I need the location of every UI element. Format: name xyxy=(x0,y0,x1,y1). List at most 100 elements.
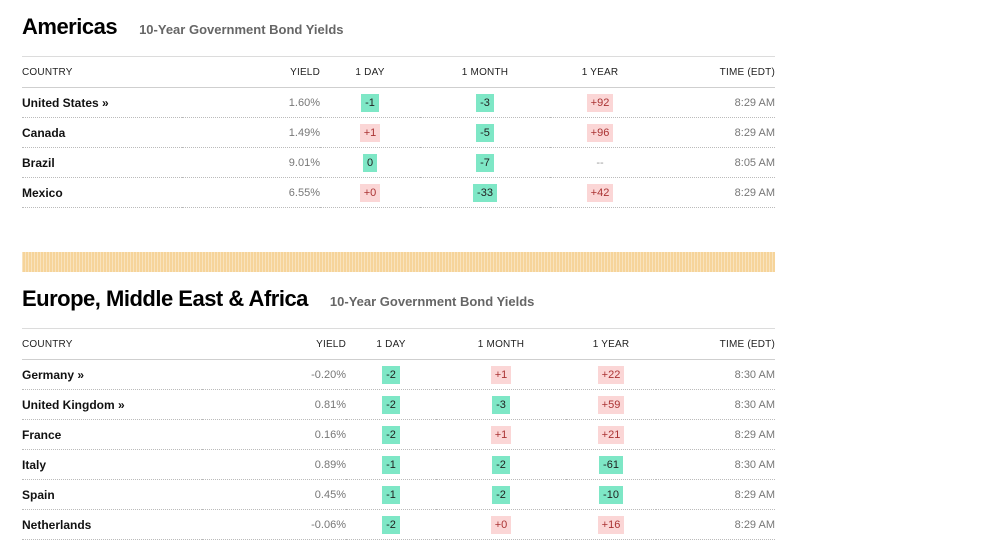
change-1day-cell-chip: +0 xyxy=(359,183,381,202)
change-1day-cell: -2 xyxy=(346,509,436,540)
change-1year-cell-chip: -- xyxy=(596,156,604,169)
table-row: Brazil 9.01% 0 -7 -- 8:05 AM xyxy=(22,147,775,178)
change-1day-cell-chip: -2 xyxy=(382,515,400,534)
change-1day-cell: -1 xyxy=(346,479,436,510)
col-1day[interactable]: 1 DAY xyxy=(320,57,420,88)
change-1year-cell-chip: -61 xyxy=(599,455,623,474)
change-1day-cell: 0 xyxy=(320,147,420,178)
change-1year-cell: +96 xyxy=(550,117,650,148)
change-1month-cell: -7 xyxy=(420,147,550,178)
time-cell: 8:29 AM xyxy=(650,177,775,208)
table-row: Italy 0.89% -1 -2 -61 8:30 AM xyxy=(22,449,775,480)
emea-title: Europe, Middle East & Africa xyxy=(22,286,308,311)
yield-cell: 0.81% xyxy=(202,389,346,420)
time-cell: 8:29 AM xyxy=(656,419,775,450)
time-cell: 8:30 AM xyxy=(656,389,775,420)
section-divider xyxy=(22,252,775,272)
change-1month-cell-chip: +1 xyxy=(490,365,512,384)
col-time[interactable]: TIME (EDT) xyxy=(650,57,775,88)
change-1month-cell-chip: -3 xyxy=(476,93,494,112)
change-1month-cell: -33 xyxy=(420,177,550,208)
change-1year-cell-chip: +59 xyxy=(597,395,625,414)
table-row: Spain 0.45% -1 -2 -10 8:29 AM xyxy=(22,479,775,510)
change-1month-cell: -2 xyxy=(436,479,566,510)
country-cell[interactable]: United Kingdom » xyxy=(22,389,202,420)
change-1month-cell: -3 xyxy=(436,389,566,420)
change-1year-cell-chip: +42 xyxy=(586,183,614,202)
americas-header: Americas 10-Year Government Bond Yields xyxy=(22,14,775,46)
time-cell: 8:29 AM xyxy=(650,117,775,148)
americas-rule xyxy=(22,56,775,57)
table-row: Canada 1.49% +1 -5 +96 8:29 AM xyxy=(22,117,775,148)
col-1day[interactable]: 1 DAY xyxy=(346,329,436,360)
col-yield[interactable]: YIELD xyxy=(202,329,346,360)
col-1year[interactable]: 1 YEAR xyxy=(566,329,656,360)
country-cell: Spain xyxy=(22,479,202,510)
col-country[interactable]: COUNTRY xyxy=(22,57,182,88)
yield-cell: 1.60% xyxy=(182,87,320,118)
emea-header-row: COUNTRY YIELD 1 DAY 1 MONTH 1 YEAR TIME … xyxy=(22,329,775,360)
yield-cell: 0.89% xyxy=(202,449,346,480)
country-cell: Netherlands xyxy=(22,509,202,540)
country-cell: Canada xyxy=(22,117,182,148)
country-cell[interactable]: Germany » xyxy=(22,359,202,390)
americas-header-row: COUNTRY YIELD 1 DAY 1 MONTH 1 YEAR TIME … xyxy=(22,57,775,88)
table-row: Germany » -0.20% -2 +1 +22 8:30 AM xyxy=(22,359,775,390)
change-1year-cell-chip: +16 xyxy=(597,515,625,534)
emea-table: COUNTRY YIELD 1 DAY 1 MONTH 1 YEAR TIME … xyxy=(22,329,775,540)
country-cell: Brazil xyxy=(22,147,182,178)
table-row: United States » 1.60% -1 -3 +92 8:29 AM xyxy=(22,87,775,118)
change-1day-cell: -1 xyxy=(320,87,420,118)
change-1month-cell-chip: -7 xyxy=(476,153,494,172)
col-1month[interactable]: 1 MONTH xyxy=(436,329,566,360)
col-country[interactable]: COUNTRY xyxy=(22,329,202,360)
change-1day-cell: +0 xyxy=(320,177,420,208)
change-1day-cell-chip: -2 xyxy=(382,395,400,414)
change-1day-cell: +1 xyxy=(320,117,420,148)
change-1year-cell: +21 xyxy=(566,419,656,450)
change-1day-cell-chip: -2 xyxy=(382,365,400,384)
change-1day-cell: -2 xyxy=(346,359,436,390)
change-1month-cell-chip: -3 xyxy=(492,395,510,414)
change-1month-cell-chip: -2 xyxy=(492,485,510,504)
change-1day-cell-chip: -1 xyxy=(382,485,400,504)
yield-cell: -0.20% xyxy=(202,359,346,390)
table-row: United Kingdom » 0.81% -2 -3 +59 8:30 AM xyxy=(22,389,775,420)
change-1year-cell-chip: +92 xyxy=(586,93,614,112)
change-1day-cell-chip: +1 xyxy=(359,123,381,142)
change-1year-cell: -10 xyxy=(566,479,656,510)
table-row: Netherlands -0.06% -2 +0 +16 8:29 AM xyxy=(22,509,775,540)
col-1month[interactable]: 1 MONTH xyxy=(420,57,550,88)
change-1year-cell-chip: +22 xyxy=(597,365,625,384)
change-1month-cell-chip: +0 xyxy=(490,515,512,534)
change-1year-cell: -61 xyxy=(566,449,656,480)
country-cell[interactable]: United States » xyxy=(22,87,182,118)
time-cell: 8:05 AM xyxy=(650,147,775,178)
change-1year-cell: +92 xyxy=(550,87,650,118)
col-1year[interactable]: 1 YEAR xyxy=(550,57,650,88)
yield-cell: 9.01% xyxy=(182,147,320,178)
col-yield[interactable]: YIELD xyxy=(182,57,320,88)
change-1month-cell-chip: -5 xyxy=(476,123,494,142)
table-row: Mexico 6.55% +0 -33 +42 8:29 AM xyxy=(22,177,775,208)
change-1year-cell-chip: +96 xyxy=(586,123,614,142)
time-cell: 8:29 AM xyxy=(650,87,775,118)
country-cell: France xyxy=(22,419,202,450)
change-1day-cell: -1 xyxy=(346,449,436,480)
americas-title: Americas xyxy=(22,14,118,39)
change-1day-cell-chip: -1 xyxy=(361,93,379,112)
americas-section: Americas 10-Year Government Bond Yields … xyxy=(22,14,775,208)
americas-subtitle: 10-Year Government Bond Yields xyxy=(139,22,344,37)
emea-section: Europe, Middle East & Africa 10-Year Gov… xyxy=(22,286,775,540)
country-cell: Mexico xyxy=(22,177,182,208)
yield-cell: 0.45% xyxy=(202,479,346,510)
time-cell: 8:29 AM xyxy=(656,509,775,540)
change-1year-cell-chip: +21 xyxy=(597,425,625,444)
americas-table: COUNTRY YIELD 1 DAY 1 MONTH 1 YEAR TIME … xyxy=(22,57,775,208)
time-cell: 8:30 AM xyxy=(656,449,775,480)
change-1month-cell: -3 xyxy=(420,87,550,118)
change-1day-cell-chip: -2 xyxy=(382,425,400,444)
americas-rows: United States » 1.60% -1 -3 +92 8:29 AM Canada… xyxy=(22,87,775,208)
change-1year-cell: +22 xyxy=(566,359,656,390)
col-time[interactable]: TIME (EDT) xyxy=(656,329,775,360)
